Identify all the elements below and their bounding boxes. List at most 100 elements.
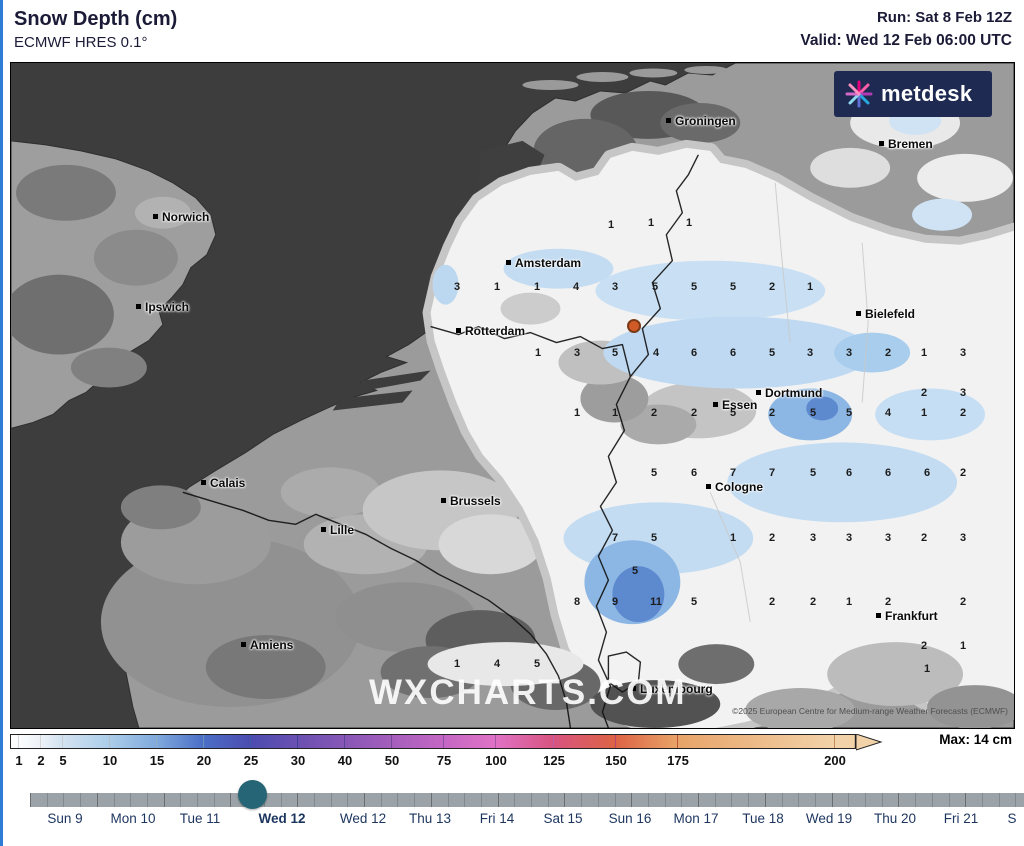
map-geography[interactable] <box>11 63 1014 728</box>
timeline-tick <box>781 793 783 807</box>
timeline-tick <box>313 793 315 807</box>
timeline-tick <box>831 793 833 807</box>
date-label-fri-14[interactable]: Fri 14 <box>479 811 515 826</box>
timeline-tick <box>347 793 349 807</box>
timeline-tick <box>1015 793 1017 807</box>
colorbar-segment <box>392 735 444 748</box>
colorbar-segment <box>63 735 110 748</box>
timeline-tick <box>96 793 98 807</box>
timeline-tick <box>464 793 466 807</box>
timeline-tick <box>330 793 332 807</box>
timeline-tick <box>948 793 950 807</box>
weather-map[interactable]: Groningen Bremen Norwich Ipswich Amsterdam Ro… <box>10 62 1015 729</box>
country-borders <box>182 154 699 728</box>
colorbar-segment <box>616 735 678 748</box>
copyright-note: ©2025 European Centre for Medium-range W… <box>732 706 1008 716</box>
timeline-tick <box>63 793 65 807</box>
colorbar-tick-label: 50 <box>384 753 400 768</box>
timeline-tick <box>46 793 48 807</box>
timeline-tick <box>213 793 215 807</box>
timeline-tick <box>681 793 683 807</box>
date-label-wed-12[interactable]: Wed 12 <box>339 811 387 826</box>
date-label-sun-16[interactable]: Sun 16 <box>608 811 652 826</box>
timeline-tick <box>848 793 850 807</box>
date-label-thu-13[interactable]: Thu 13 <box>408 811 452 826</box>
timeline-tick <box>146 793 148 807</box>
date-label-tue-18[interactable]: Tue 18 <box>742 811 784 826</box>
timeline-tick <box>698 793 699 807</box>
colorbar-segment <box>444 735 496 748</box>
timeline-tick <box>998 793 1000 807</box>
timeline-tick <box>664 793 666 807</box>
timeline-tick <box>480 793 482 807</box>
colorbar-tick-label: 75 <box>436 753 452 768</box>
colorbar-segment <box>345 735 392 748</box>
colorbar-segment <box>19 735 41 748</box>
colorbar-segment <box>41 735 63 748</box>
date-label-wed-19[interactable]: Wed 19 <box>805 811 853 826</box>
date-label-sat-15[interactable]: Sat 15 <box>543 811 583 826</box>
timeline-tick <box>764 793 766 807</box>
valid-label: Valid: Wed 12 Feb 06:00 UTC <box>800 32 1012 49</box>
timeline-tick <box>80 793 82 807</box>
timeline-tick <box>113 793 115 807</box>
model-subtitle: ECMWF HRES 0.1° <box>14 34 148 51</box>
timeline-tick <box>197 793 198 807</box>
timeline-tick <box>297 793 299 807</box>
timeline-tick <box>414 793 416 807</box>
timeline-tick <box>497 793 499 807</box>
colorbar-tick-label: 10 <box>102 753 118 768</box>
page-title: Snow Depth (cm) <box>14 8 178 30</box>
colorbar-tick-label: 125 <box>543 753 565 768</box>
colorbar-tick-label: 100 <box>485 753 507 768</box>
colorbar-tick-label: 200 <box>824 753 846 768</box>
colorbar-legend: 1 2 5 10 15 20 25 30 40 50 75 100 125 150 175 200 Max: … <box>0 731 1024 775</box>
colorbar-segment <box>554 735 616 748</box>
timeline-tick <box>547 793 549 807</box>
timeline-tick <box>931 793 933 807</box>
colorbar-segment <box>496 735 554 748</box>
colorbar-segment <box>204 735 251 748</box>
timeline-tick <box>814 793 816 807</box>
timeline-tick <box>614 793 616 807</box>
colorbar-tick-label: 5 <box>59 753 67 768</box>
location-marker[interactable] <box>627 319 641 333</box>
colorbar-tick-label: 1 <box>15 753 23 768</box>
date-label-mon-10[interactable]: Mon 10 <box>110 811 156 826</box>
timeline-tick <box>230 793 232 807</box>
timeline-tick <box>981 793 983 807</box>
timeline-tick <box>915 793 917 807</box>
colorbar-segment <box>251 735 298 748</box>
timeline-tick <box>180 793 182 807</box>
timeline-tick <box>447 793 449 807</box>
colorbar-tick-label: 25 <box>243 753 259 768</box>
colorbar-segment <box>678 735 835 748</box>
timeline-tick <box>163 793 165 807</box>
date-label-s[interactable]: S <box>1007 811 1017 826</box>
timeline-tick <box>531 793 532 807</box>
timeline-tick <box>581 793 583 807</box>
date-label-mon-17[interactable]: Mon 17 <box>673 811 719 826</box>
colorbar-segment <box>157 735 204 748</box>
date-label-fri-21[interactable]: Fri 21 <box>943 811 979 826</box>
colorbar-tick-label: 20 <box>196 753 212 768</box>
date-label-sun-9[interactable]: Sun 9 <box>47 811 83 826</box>
colorbar-tick-label: 2 <box>37 753 45 768</box>
timeline-tick <box>731 793 733 807</box>
colorbar-tick-label: 150 <box>605 753 627 768</box>
timeline-tick <box>364 793 365 807</box>
timeline-track[interactable] <box>30 793 1024 807</box>
timeline-tick <box>631 793 633 807</box>
colorbar-tick-label: 40 <box>337 753 353 768</box>
timeline-tick <box>865 793 866 807</box>
date-label-wed-12[interactable]: Wed 12 <box>258 811 306 826</box>
timeline-tick <box>380 793 382 807</box>
date-label-tue-11[interactable]: Tue 11 <box>179 811 221 826</box>
timeline-tick <box>597 793 599 807</box>
colorbar <box>10 734 856 749</box>
colorbar-segment <box>110 735 157 748</box>
metdesk-logo-text: metdesk <box>881 81 973 106</box>
timeline-tick <box>397 793 399 807</box>
date-label-thu-20[interactable]: Thu 20 <box>873 811 917 826</box>
time-slider-knob[interactable] <box>238 780 267 809</box>
